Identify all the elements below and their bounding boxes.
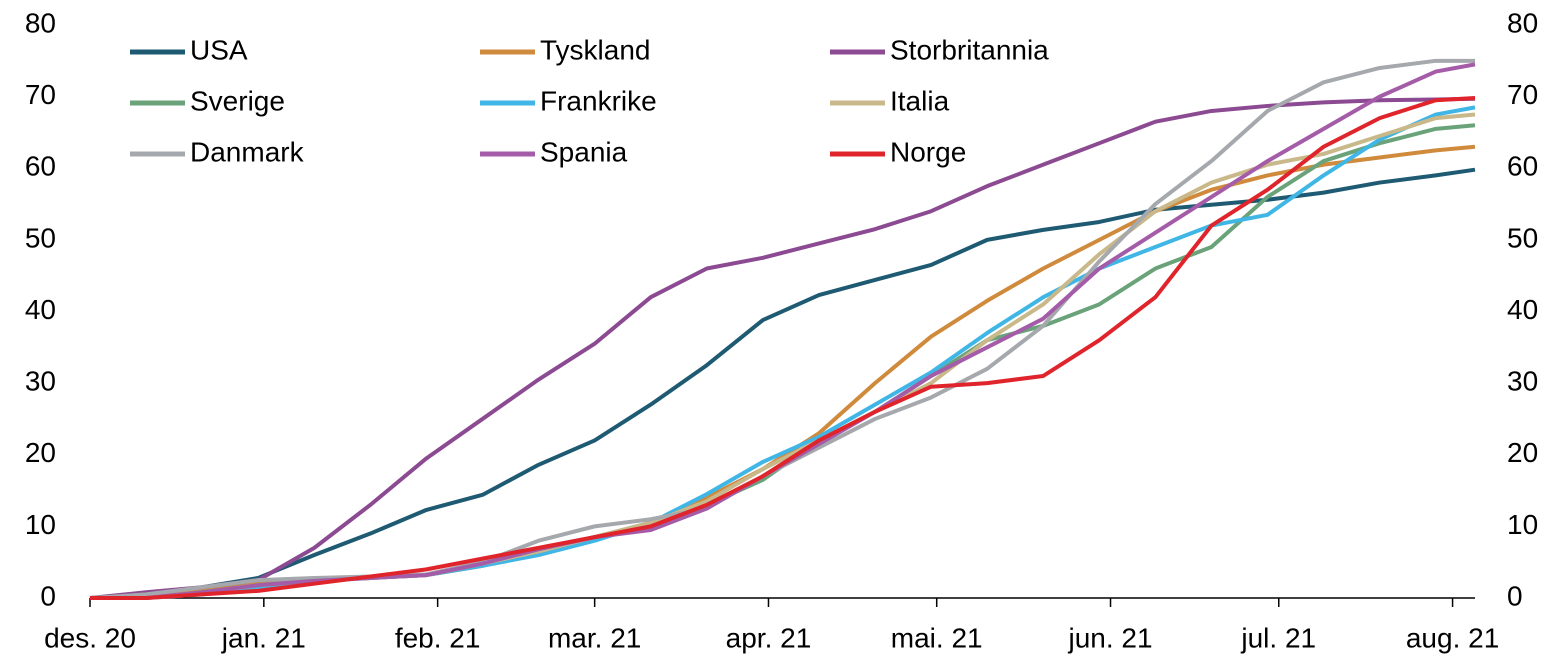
y-tick-label: 80 [25, 7, 56, 38]
series-line [89, 96, 1476, 600]
x-tick-label: apr. 21 [726, 622, 812, 653]
legend-label: Tyskland [540, 34, 651, 65]
y-tick-label: 70 [25, 79, 56, 110]
legend-label: Danmark [190, 136, 305, 167]
y2-tick-label: 60 [1507, 151, 1538, 182]
series-line [90, 123, 1476, 600]
y-tick-label: 20 [25, 437, 56, 468]
y-tick-label: 0 [40, 580, 56, 611]
legend-label: Italia [890, 85, 950, 116]
x-tick-label: feb. 21 [395, 622, 481, 653]
x-tick-label: mar. 21 [548, 622, 641, 653]
legend-label: Sverige [190, 85, 285, 116]
legend-label: Spania [540, 136, 628, 167]
y-tick-label: 10 [25, 509, 56, 540]
x-tick-label: jan. 21 [221, 622, 306, 653]
y-tick-label: 30 [25, 366, 56, 397]
y-tick-label: 60 [25, 151, 56, 182]
x-tick-label: des. 20 [44, 622, 136, 653]
series-line [90, 112, 1476, 600]
y2-tick-label: 50 [1507, 222, 1538, 253]
y2-tick-label: 0 [1507, 580, 1523, 611]
y-tick-label: 40 [25, 294, 56, 325]
series-line [90, 96, 1476, 600]
y2-tick-label: 10 [1507, 509, 1538, 540]
legend-label: Storbritannia [890, 34, 1049, 65]
legend-label: USA [190, 34, 248, 65]
y2-tick-label: 20 [1507, 437, 1538, 468]
x-tick-label: jun. 21 [1067, 622, 1152, 653]
legend-label: Frankrike [540, 85, 657, 116]
y2-tick-label: 70 [1507, 79, 1538, 110]
legend-label: Norge [890, 136, 966, 167]
series-line [89, 167, 1476, 600]
x-tick-label: mai. 21 [891, 622, 983, 653]
y2-tick-label: 80 [1507, 7, 1538, 38]
y2-tick-label: 40 [1507, 294, 1538, 325]
x-tick-label: jul. 21 [1240, 622, 1316, 653]
x-tick-label: aug. 21 [1406, 622, 1499, 653]
series-line [90, 105, 1476, 600]
y2-tick-label: 30 [1507, 366, 1538, 397]
y-tick-label: 50 [25, 222, 56, 253]
